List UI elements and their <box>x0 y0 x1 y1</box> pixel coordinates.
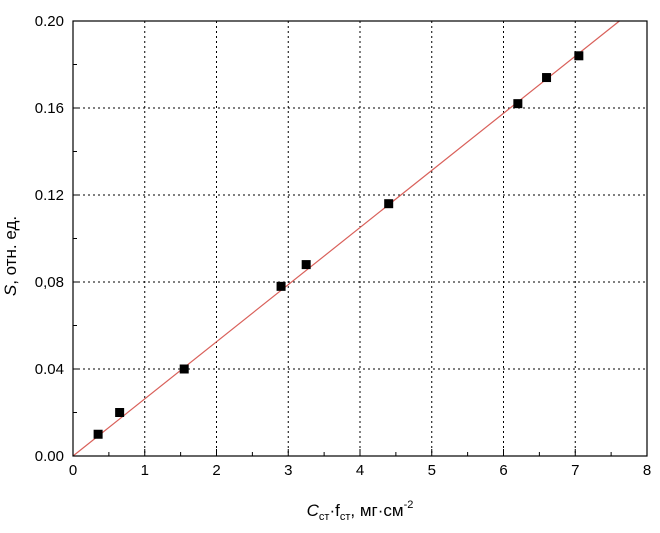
x-axis-sup: -2 <box>404 499 414 511</box>
x-tick-label: 5 <box>428 462 436 479</box>
y-axis-rest: , отн. ед. <box>1 216 20 285</box>
y-tick-label: 0.20 <box>35 13 64 30</box>
x-tick-labels: 0 1 2 3 4 5 6 7 8 <box>69 462 651 479</box>
x-tick-label: 8 <box>643 462 651 479</box>
fit-line-group <box>72 20 621 457</box>
x-axis-title: Cст·fст, мг·см-2 <box>307 499 414 523</box>
x-tick-label: 4 <box>356 462 364 479</box>
y-tick-labels: 0.00 0.04 0,08 0.12 0.16 0.20 <box>35 13 64 465</box>
y-tick-label: 0,08 <box>35 274 64 291</box>
data-point <box>276 281 286 291</box>
y-tick-label: 0.00 <box>35 448 64 465</box>
x-axis-sub1: ст <box>319 511 330 523</box>
tick-marks <box>72 20 648 457</box>
data-point <box>301 260 311 270</box>
data-points <box>93 51 584 439</box>
x-tick-label: 6 <box>499 462 507 479</box>
x-axis-mid: ·f <box>329 501 340 520</box>
x-tick-label: 2 <box>212 462 220 479</box>
data-point <box>542 73 552 83</box>
data-point <box>574 51 584 61</box>
data-point <box>384 199 394 209</box>
y-tick-label: 0.04 <box>35 361 64 378</box>
fit-line <box>72 20 621 457</box>
x-axis-symbol: C <box>307 501 320 520</box>
data-point <box>513 99 523 109</box>
y-tick-label: 0.12 <box>35 187 64 204</box>
x-tick-label: 1 <box>141 462 149 479</box>
x-axis-unit: , мг·см <box>350 501 403 520</box>
x-axis-sub2: ст <box>340 511 351 523</box>
x-tick-label: 3 <box>284 462 292 479</box>
y-axis-title: S, отн. ед. <box>1 216 20 296</box>
x-tick-label: 7 <box>571 462 579 479</box>
x-tick-label: 0 <box>69 462 77 479</box>
y-axis-symbol: S <box>1 284 20 296</box>
data-point <box>93 429 103 439</box>
data-point <box>115 408 125 417</box>
grid <box>73 21 647 456</box>
y-tick-label: 0.16 <box>35 100 64 117</box>
data-point <box>179 364 189 374</box>
